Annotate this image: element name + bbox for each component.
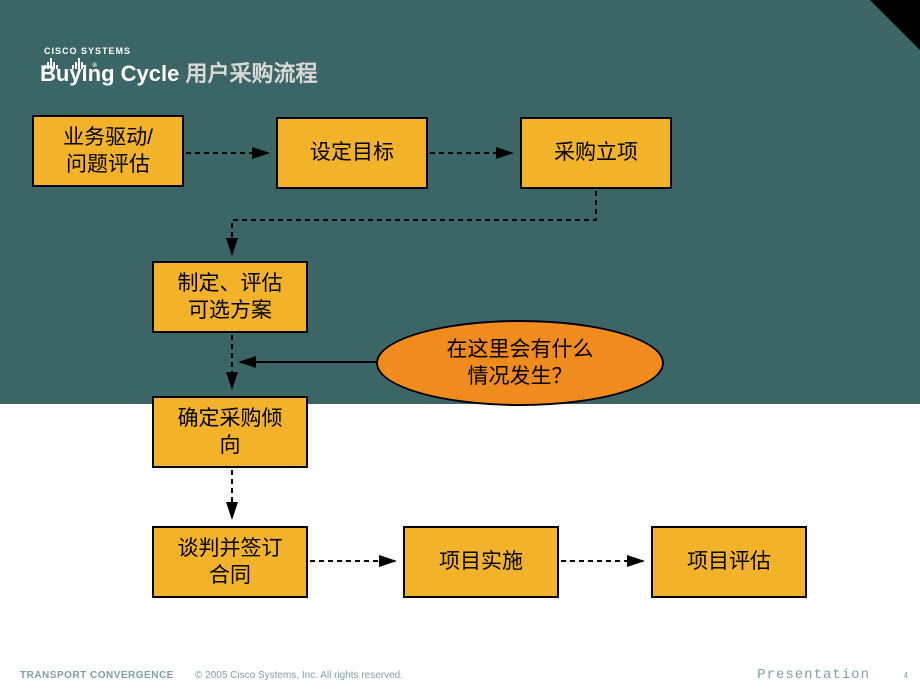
flow-box-procurement-init: 采购立项 <box>520 117 672 189</box>
footer: TRANSPORT CONVERGENCE © 2005 Cisco Syste… <box>0 660 920 690</box>
footer-page: 4 <box>904 671 908 680</box>
slide: CISCO SYSTEMS ® Buying Cycle 用户采购流程 业务驱动… <box>0 0 920 690</box>
flow-callout-question: 在这里会有什么 情况发生？ <box>376 320 664 406</box>
flow-box-set-goal: 设定目标 <box>276 117 428 189</box>
slide-title: Buying Cycle 用户采购流程 <box>40 56 318 88</box>
footer-center: © 2005 Cisco Systems, Inc. All rights re… <box>195 670 403 681</box>
footer-right: Presentation <box>757 667 870 683</box>
flow-box-business-driver: 业务驱动/ 问题评估 <box>32 115 184 187</box>
logo-text: CISCO SYSTEMS <box>44 46 131 56</box>
flow-box-evaluate-options: 制定、评估 可选方案 <box>152 261 308 333</box>
title-part1: Buying Cycle <box>40 61 185 86</box>
flow-box-negotiate-contract: 谈判并签订 合同 <box>152 526 308 598</box>
title-part2: 用户采购流程 <box>185 61 317 86</box>
flow-box-evaluate-project: 项目评估 <box>651 526 807 598</box>
flow-box-determine-preference: 确定采购倾 向 <box>152 396 308 468</box>
footer-left: TRANSPORT CONVERGENCE <box>20 670 174 681</box>
corner-accent <box>870 0 920 50</box>
flow-box-implement: 项目实施 <box>403 526 559 598</box>
